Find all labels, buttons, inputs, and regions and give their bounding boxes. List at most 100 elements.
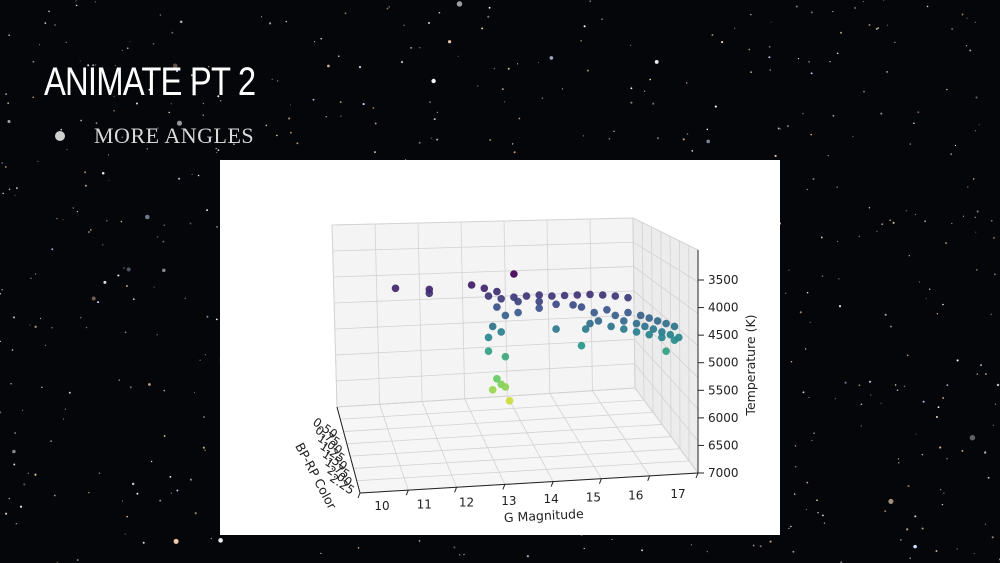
star-dot <box>487 15 490 18</box>
star-dot <box>126 47 129 50</box>
star-dot <box>630 101 633 104</box>
data-point <box>607 322 615 331</box>
grid-line <box>340 399 645 420</box>
grid-line <box>421 401 457 488</box>
star-dot <box>327 64 330 68</box>
star-dot <box>768 56 771 59</box>
star-dot <box>870 394 872 396</box>
star-dot <box>106 220 108 222</box>
star-dot <box>84 184 87 187</box>
star-dot <box>338 55 340 57</box>
star-dot <box>954 144 957 147</box>
star-dot <box>8 188 11 191</box>
data-point <box>467 281 476 289</box>
star-dot <box>98 472 101 474</box>
star-dot <box>148 383 151 386</box>
star-dot <box>984 523 987 525</box>
star-dot <box>950 153 952 155</box>
grid-line <box>331 217 634 226</box>
star-dot <box>657 137 659 140</box>
star-dot <box>477 85 479 87</box>
star-dot <box>797 57 800 60</box>
star-dot <box>386 7 389 10</box>
star-dot <box>909 143 911 145</box>
star-dot <box>0 411 2 414</box>
star-dot <box>838 278 840 280</box>
star-dot <box>122 500 124 502</box>
star-dot <box>453 546 456 549</box>
star-dot <box>210 537 213 540</box>
star-dot <box>144 214 150 220</box>
star-dot <box>821 514 824 517</box>
star-dot <box>51 248 54 251</box>
star-dot <box>339 101 342 104</box>
star-dot <box>987 476 990 479</box>
star-dot <box>844 381 847 384</box>
star-dot <box>11 349 14 351</box>
grid-line <box>632 217 699 251</box>
star-dot <box>456 1 463 7</box>
star-dot <box>32 60 35 63</box>
star-dot <box>194 512 197 515</box>
star-dot <box>448 40 452 44</box>
star-dot <box>892 221 895 224</box>
x-tick-label: 12 <box>459 496 474 510</box>
star-dot <box>8 497 11 500</box>
star-dot <box>37 160 39 163</box>
star-dot <box>150 460 153 463</box>
star-dot <box>611 538 613 541</box>
star-dot <box>812 177 815 181</box>
grid-line <box>335 339 635 356</box>
star-dot <box>410 47 412 49</box>
star-dot <box>102 244 104 246</box>
star-dot <box>862 0 864 3</box>
star-dot <box>51 326 53 329</box>
star-dot <box>810 133 812 136</box>
data-point <box>632 319 641 328</box>
star-dot <box>4 166 7 168</box>
star-dot <box>131 482 135 486</box>
data-point <box>497 328 506 336</box>
star-dot <box>946 384 949 387</box>
star-dot <box>820 236 823 239</box>
data-point <box>488 386 497 394</box>
x-tick-label: 17 <box>670 487 685 501</box>
star-dot <box>951 28 954 31</box>
star-dot <box>821 275 824 278</box>
star-dot <box>829 61 831 63</box>
data-point <box>573 291 582 299</box>
star-dot <box>774 154 777 157</box>
star-dot <box>549 56 554 60</box>
data-point <box>501 352 510 361</box>
star-dot <box>260 16 262 18</box>
star-dot <box>985 373 987 375</box>
star-dot <box>965 45 968 47</box>
star-dot <box>38 44 41 46</box>
star-dot <box>60 128 62 131</box>
star-dot <box>768 45 771 48</box>
star-dot <box>156 236 159 238</box>
star-dot <box>159 14 162 16</box>
grid-line <box>589 218 593 391</box>
star-dot <box>13 463 16 466</box>
star-dot <box>88 492 90 494</box>
star-dot <box>894 384 897 386</box>
star-dot <box>980 364 982 367</box>
star-dot <box>146 148 148 150</box>
star-dot <box>56 217 58 220</box>
star-dot <box>504 101 506 103</box>
star-dot <box>884 510 887 513</box>
star-dot <box>686 133 689 135</box>
star-dot <box>537 62 539 63</box>
star-dot <box>34 273 37 275</box>
star-dot <box>802 113 804 115</box>
star-dot <box>15 522 18 525</box>
grid-line <box>592 390 651 477</box>
star-dot <box>608 138 611 140</box>
star-dot <box>215 147 217 150</box>
grid-line <box>332 241 634 252</box>
star-dot <box>372 107 375 109</box>
star-dot <box>358 66 362 69</box>
star-dot <box>937 406 940 409</box>
star-dot <box>994 273 996 275</box>
